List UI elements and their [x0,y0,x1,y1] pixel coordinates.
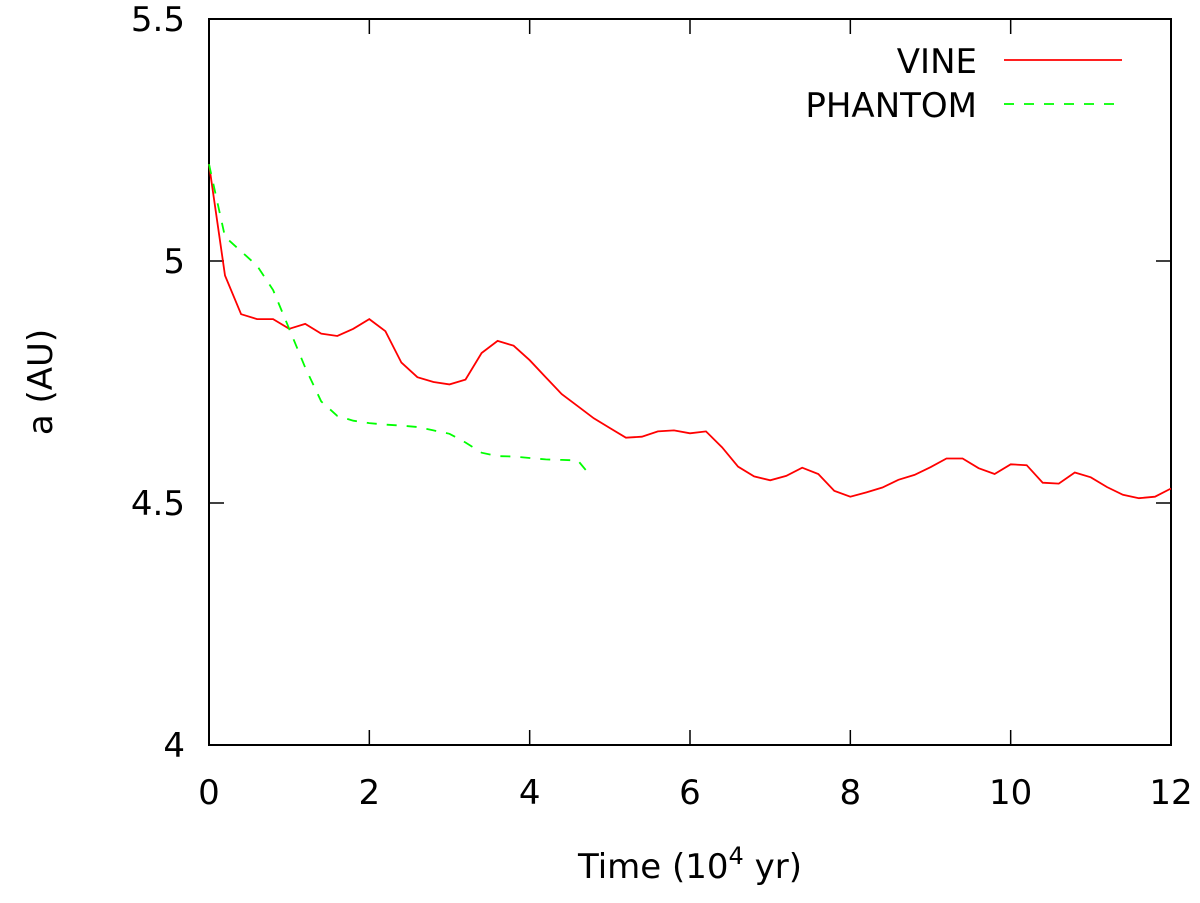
plot-frame [208,18,1172,746]
x-tick-label: 8 [840,773,862,813]
tick-labels: 0 2 4 6 8 10 12 4 4.5 5 5.5 [131,0,1193,813]
series-line-vine [208,164,1172,500]
y-tick-label: 4.5 [131,484,185,524]
x-tick-label: 4 [519,773,541,813]
x-axis-label-superscript: 4 [729,842,744,870]
legend: VINE PHANTOM [805,42,1122,126]
y-tick-label: 5.5 [131,0,185,40]
x-tick-label: 6 [679,773,701,813]
axis-ticks [208,18,1172,746]
x-tick-label: 10 [989,773,1032,813]
x-tick-label: 0 [198,773,220,813]
x-axis-label-suffix: yr) [744,847,802,887]
x-tick-label: 2 [359,773,381,813]
x-axis-label: Time (104 yr) [577,842,802,887]
x-axis-label-prefix: Time (10 [577,847,729,887]
y-axis-label: a (AU) [21,329,61,435]
series-line-phantom [208,164,587,471]
x-tick-label: 12 [1149,773,1192,813]
legend-label-phantom: PHANTOM [805,86,977,126]
series-layer [208,164,1172,500]
y-tick-label: 4 [163,726,185,766]
legend-label-vine: VINE [897,42,977,82]
y-tick-label: 5 [163,242,185,282]
